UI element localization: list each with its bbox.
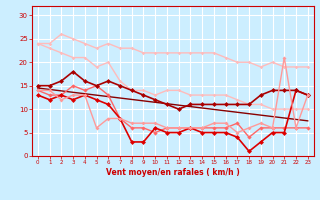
X-axis label: Vent moyen/en rafales ( km/h ): Vent moyen/en rafales ( km/h ) (106, 168, 240, 177)
